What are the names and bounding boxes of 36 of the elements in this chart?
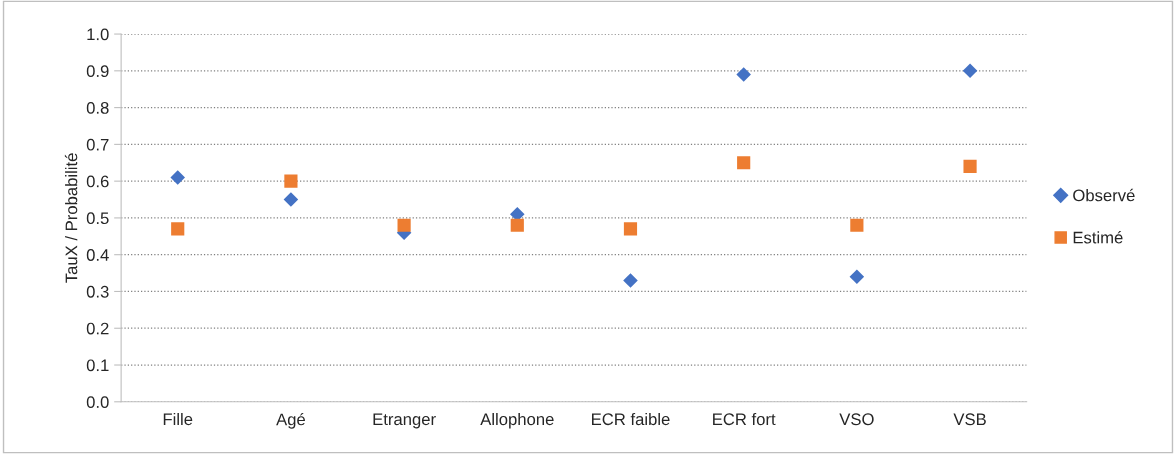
y-tick-label: 0.1 (86, 359, 109, 372)
point (171, 222, 185, 236)
y-tick-label: 0.3 (86, 285, 109, 298)
y-tick-label: 0.4 (86, 249, 109, 261)
x-tick-label: Etranger (373, 413, 436, 429)
point (283, 192, 299, 207)
point (963, 159, 977, 174)
point (736, 67, 751, 82)
x-tick-label: ECR faible (592, 412, 670, 426)
y-tick-label: 0.0 (86, 396, 109, 408)
legend-label: Observé (1073, 188, 1135, 202)
point (623, 222, 638, 236)
point (849, 269, 865, 285)
x-tick-label: VSB (953, 413, 986, 426)
y-axis-title: TauX / Probabilité (64, 153, 78, 283)
y-tick-label: 0.8 (86, 102, 109, 114)
y-tick-label: 0.9 (86, 65, 109, 78)
y-tick-label: 0.7 (86, 138, 109, 151)
point (737, 156, 751, 170)
y-tick-label: 0.6 (86, 175, 109, 188)
point (284, 174, 298, 188)
point (510, 218, 524, 232)
x-tick-label: Agé (276, 412, 305, 429)
point (397, 218, 411, 232)
point (962, 63, 978, 79)
point (623, 273, 638, 288)
legend-label: Estimé (1073, 231, 1123, 244)
x-tick-label: ECR fort (713, 412, 776, 426)
x-tick-label: VSO (839, 413, 874, 426)
x-tick-label: Fille (163, 412, 193, 426)
x-tick-label: Allophone (480, 412, 554, 429)
y-tick-label: 0.2 (86, 322, 109, 335)
y-tick-label: 1.0 (87, 28, 109, 41)
point (170, 170, 186, 185)
y-tick-label: 0.5 (86, 212, 109, 225)
point (850, 218, 864, 232)
